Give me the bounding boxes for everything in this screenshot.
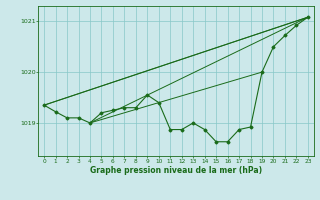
X-axis label: Graphe pression niveau de la mer (hPa): Graphe pression niveau de la mer (hPa) (90, 166, 262, 175)
